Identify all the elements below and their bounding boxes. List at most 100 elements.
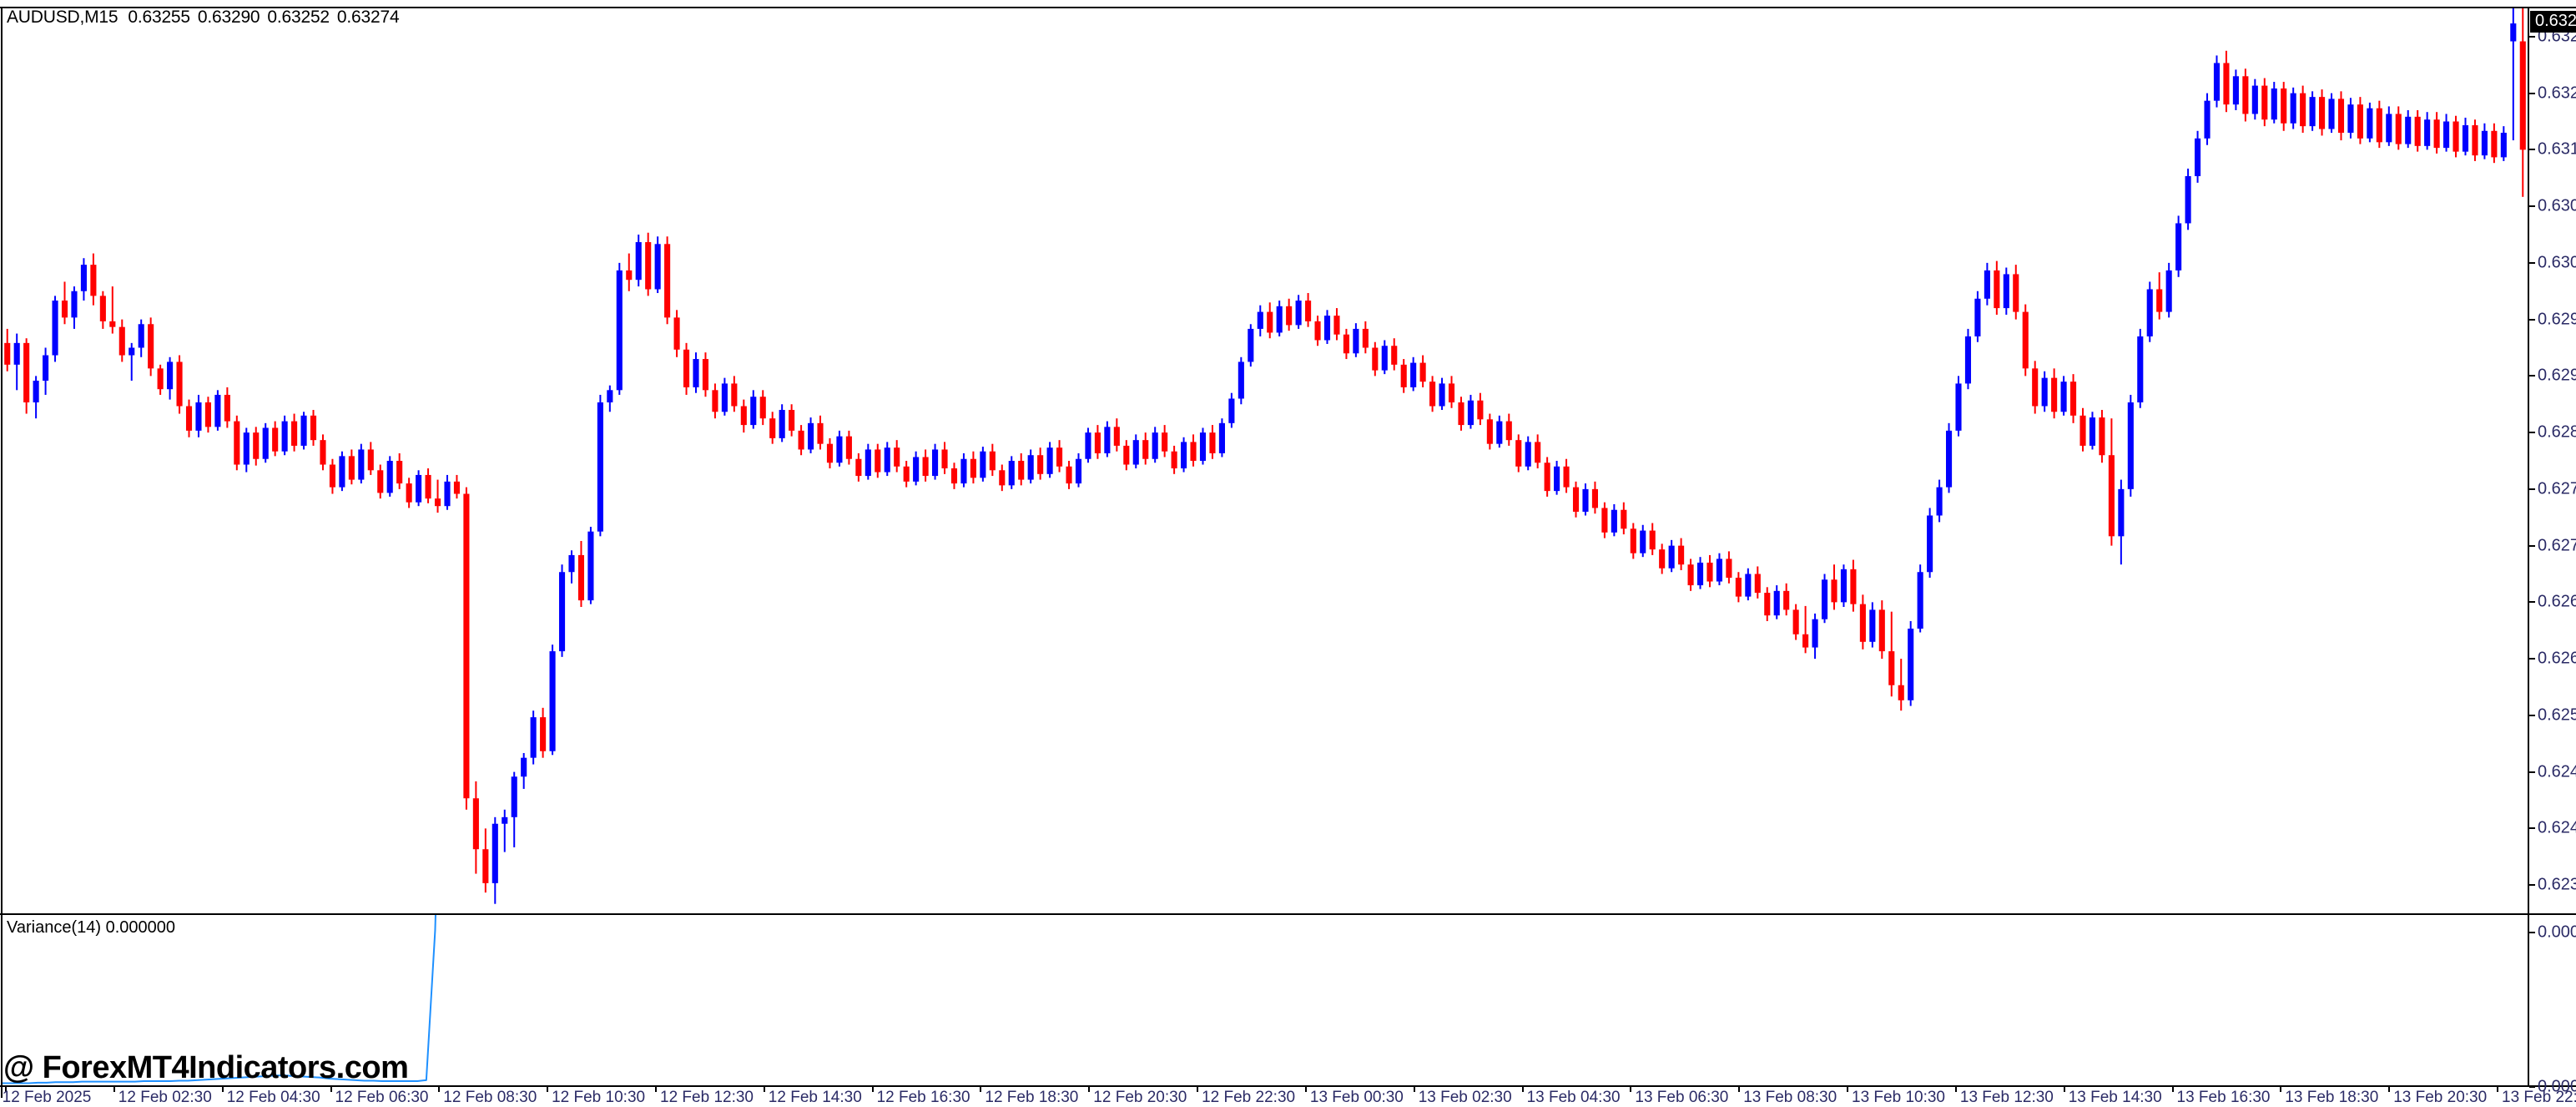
- candles-group: [4, 8, 2526, 904]
- candle-body: [482, 849, 489, 883]
- candle-body: [2051, 377, 2058, 412]
- candle-body: [865, 449, 871, 477]
- candle-body: [339, 456, 345, 488]
- indicator-name-value: Variance(14) 0.000000: [7, 918, 175, 937]
- candle-body: [2175, 223, 2182, 270]
- candle-body: [1104, 427, 1111, 453]
- time-label: 12 Feb 16:30: [876, 1089, 970, 1106]
- candle-wick: [1900, 659, 1903, 711]
- candle-body: [1878, 609, 1885, 652]
- candle-body: [577, 554, 585, 601]
- price-tick: [2529, 432, 2535, 434]
- candle-body: [989, 451, 996, 471]
- time-label: 12 Feb 14:30: [768, 1089, 862, 1106]
- time-label: 12 Feb 2025: [2, 1089, 92, 1106]
- candle-body: [2433, 119, 2440, 149]
- candle-body: [721, 383, 728, 412]
- candle-body: [2099, 417, 2105, 456]
- candle-body: [1869, 609, 1876, 642]
- price-chart-panel[interactable]: [3, 8, 2528, 913]
- candle-body: [1037, 455, 1044, 474]
- time-scale[interactable]: 12 Feb 2025 12 Feb 02:30 12 Feb 04:30 12 Fe…: [0, 1087, 2576, 1107]
- indicator-scale[interactable]: 0.000003 0.000000: [2529, 915, 2576, 1096]
- candle-body: [1908, 628, 1914, 700]
- candle-body: [1113, 427, 1120, 446]
- candle-body: [262, 427, 269, 459]
- candle-body: [2022, 311, 2029, 369]
- candle-body: [2060, 382, 2067, 412]
- indicator-panel[interactable]: [3, 915, 2528, 1085]
- time-tick: [871, 1087, 874, 1092]
- candle-body: [1898, 685, 1904, 700]
- time-tick: [1521, 1087, 1524, 1092]
- candle-body: [759, 397, 766, 419]
- price-tick: [2529, 149, 2535, 151]
- candle-body: [1218, 422, 1225, 453]
- symbol-label: AUDUSD,M15: [7, 8, 118, 27]
- candle-body: [1945, 430, 1953, 488]
- candle-body: [1123, 445, 1130, 465]
- candle-body: [1726, 559, 1732, 579]
- price-label: 0.62900: [2538, 366, 2576, 385]
- candle-body: [2032, 368, 2039, 407]
- candle-body: [894, 447, 900, 467]
- candle-body: [875, 449, 881, 473]
- candle-body: [1687, 564, 1694, 586]
- candle-body: [808, 422, 814, 450]
- candle-body: [1505, 421, 1512, 441]
- time-tick: [221, 1087, 224, 1092]
- price-tick: [2529, 771, 2535, 773]
- candle-body: [195, 402, 202, 431]
- candle-body: [1582, 488, 1589, 512]
- candle-body: [2251, 85, 2258, 114]
- candle-body: [540, 717, 547, 751]
- chart-bottom-border: [0, 1085, 2576, 1087]
- candle-body: [654, 244, 661, 290]
- candle-body: [1764, 593, 1771, 616]
- candle-body: [1621, 509, 1627, 529]
- candle-body: [740, 406, 747, 426]
- price-tick: [2529, 714, 2535, 716]
- candle-body: [1056, 447, 1063, 467]
- candle-body: [1314, 321, 1321, 341]
- candle-body: [1419, 362, 1426, 382]
- time-tick: [2497, 1087, 2498, 1092]
- candle-body: [453, 481, 461, 494]
- candle-body: [2472, 125, 2478, 156]
- candle-body: [1696, 562, 1704, 586]
- candle-body: [530, 717, 537, 758]
- candle-body: [1410, 362, 1417, 387]
- candle-body: [1888, 651, 1895, 685]
- candle-body: [157, 368, 164, 390]
- candle-body: [769, 418, 776, 438]
- time-tick: [980, 1087, 982, 1092]
- candle-body: [1563, 466, 1570, 488]
- candle-body: [1018, 461, 1025, 480]
- price-scale[interactable]: 0.632600.632000.631400.630800.630200.629…: [2529, 7, 2576, 913]
- candle-body: [52, 301, 58, 356]
- candle-body: [502, 816, 508, 824]
- candle-body: [664, 244, 671, 318]
- candle-body: [1535, 442, 1541, 463]
- candle-body: [23, 342, 30, 402]
- price-label: 0.63200: [2538, 83, 2576, 103]
- candle-body: [300, 415, 307, 446]
- candle-body: [683, 349, 690, 387]
- candle-body: [1027, 455, 1034, 480]
- candle-body: [1323, 316, 1331, 341]
- candle-body: [950, 468, 958, 484]
- candle-body: [1927, 515, 1933, 573]
- candle-body: [1659, 549, 1666, 569]
- candle-body: [884, 447, 890, 473]
- candle-body: [1754, 574, 1761, 594]
- price-label: 0.63080: [2538, 196, 2576, 215]
- time-label: 13 Feb 12:30: [1959, 1089, 2054, 1106]
- candle-body: [932, 449, 939, 477]
- candle-body: [2290, 93, 2296, 124]
- candle-body: [2328, 99, 2335, 129]
- candle-body: [434, 498, 441, 507]
- indicator-tick: [2529, 931, 2535, 933]
- price-tick: [2529, 658, 2535, 660]
- candle-body: [2357, 104, 2363, 139]
